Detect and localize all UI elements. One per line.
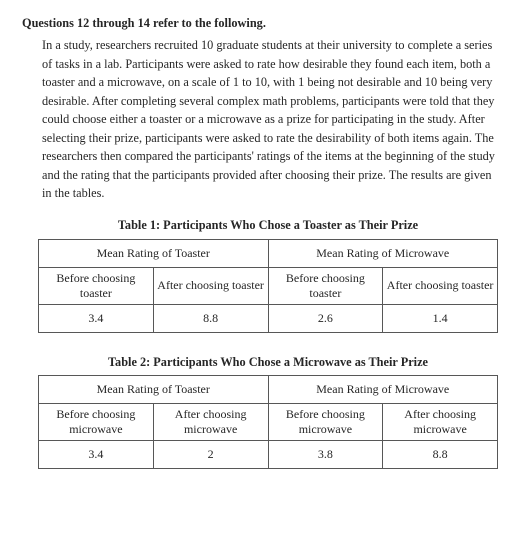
table-2-col-header: After choosing microwave — [153, 404, 268, 441]
table-1-value: 1.4 — [383, 304, 498, 332]
table-2-value: 3.8 — [268, 441, 383, 469]
table-1-col-header: After choosing toaster — [153, 267, 268, 304]
document-page: Questions 12 through 14 refer to the fol… — [0, 0, 522, 479]
table-1-value: 3.4 — [39, 304, 154, 332]
table-2-block: Table 2: Participants Who Chose a Microw… — [38, 353, 498, 469]
table-2-value: 2 — [153, 441, 268, 469]
table-1-value: 2.6 — [268, 304, 383, 332]
table-2-value: 8.8 — [383, 441, 498, 469]
body-paragraph: In a study, researchers recruited 10 gra… — [42, 36, 500, 202]
table-1-group-header-toaster: Mean Rating of Toaster — [39, 239, 269, 267]
table-1-col-header: Before choosing toaster — [268, 267, 383, 304]
table-1-title: Table 1: Participants Who Chose a Toaste… — [38, 216, 498, 234]
table-2-col-header: Before choosing microwave — [39, 404, 154, 441]
table-1-col-header: Before choosing toaster — [39, 267, 154, 304]
table-1-group-header-microwave: Mean Rating of Microwave — [268, 239, 498, 267]
table-2-col-header: Before choosing microwave — [268, 404, 383, 441]
table-1: Mean Rating of Toaster Mean Rating of Mi… — [38, 239, 498, 333]
table-1-value: 8.8 — [153, 304, 268, 332]
table-2-title: Table 2: Participants Who Chose a Microw… — [38, 353, 498, 371]
table-2-col-header: After choosing microwave — [383, 404, 498, 441]
table-2-group-header-toaster: Mean Rating of Toaster — [39, 376, 269, 404]
table-2-group-header-microwave: Mean Rating of Microwave — [268, 376, 498, 404]
table-1-col-header: After choosing toaster — [383, 267, 498, 304]
table-1-block: Table 1: Participants Who Chose a Toaste… — [38, 216, 498, 332]
section-heading: Questions 12 through 14 refer to the fol… — [22, 14, 500, 32]
table-2: Mean Rating of Toaster Mean Rating of Mi… — [38, 375, 498, 469]
table-2-value: 3.4 — [39, 441, 154, 469]
